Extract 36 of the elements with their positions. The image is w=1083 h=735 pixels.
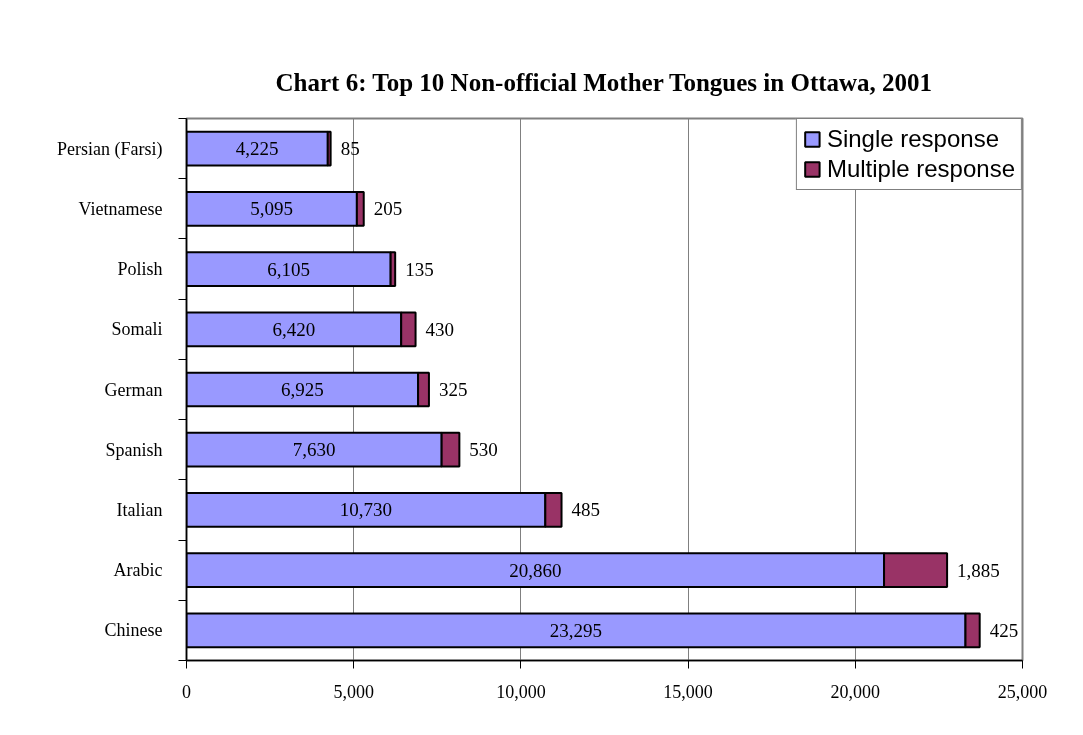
x-tick-label: 15,000 bbox=[663, 681, 713, 702]
data-label: 7,630 bbox=[292, 439, 336, 461]
x-tick-label: 0 bbox=[182, 681, 191, 702]
data-label: 325 bbox=[438, 379, 468, 400]
y-tick-label: Persian (Farsi) bbox=[57, 138, 163, 160]
x-tick-label: 25,000 bbox=[997, 681, 1048, 702]
y-tick-label: Italian bbox=[116, 499, 163, 520]
y-tick-label: German bbox=[104, 379, 163, 400]
y-tick-label: Chinese bbox=[104, 620, 163, 641]
y-tick-label: Polish bbox=[117, 259, 163, 280]
data-label: 425 bbox=[989, 619, 1019, 641]
y-tick-label: Somali bbox=[111, 319, 163, 340]
data-label: 205 bbox=[373, 198, 403, 220]
data-label: 85 bbox=[340, 138, 360, 160]
data-label: 20,860 bbox=[509, 559, 562, 581]
y-tick-label: Spanish bbox=[105, 439, 163, 460]
data-label: 530 bbox=[469, 439, 498, 461]
x-tick-label: 20,000 bbox=[830, 681, 881, 702]
data-label: 430 bbox=[425, 318, 455, 340]
data-label: 23,295 bbox=[549, 619, 603, 641]
x-tick-label: 5,000 bbox=[333, 681, 374, 702]
y-tick-label: Arabic bbox=[113, 560, 163, 581]
x-tick-label: 10,000 bbox=[496, 681, 546, 702]
data-label: 485 bbox=[571, 499, 601, 521]
data-label: 6,105 bbox=[267, 258, 310, 280]
data-label: 1,885 bbox=[957, 559, 1000, 581]
legend-label: Multiple response bbox=[826, 155, 1015, 183]
data-label: 10,730 bbox=[339, 499, 393, 521]
data-label: 5,095 bbox=[250, 198, 294, 220]
data-label: 135 bbox=[405, 258, 434, 280]
data-label: 6,420 bbox=[272, 318, 316, 340]
data-label: 6,925 bbox=[280, 379, 324, 400]
y-tick-label: Vietnamese bbox=[78, 198, 163, 219]
chart-title: Chart 6: Top 10 Non-official Mother Tongues in Ottawa, 2001 bbox=[275, 69, 933, 96]
data-label: 4,225 bbox=[235, 138, 279, 160]
legend-label: Single response bbox=[826, 125, 1000, 153]
